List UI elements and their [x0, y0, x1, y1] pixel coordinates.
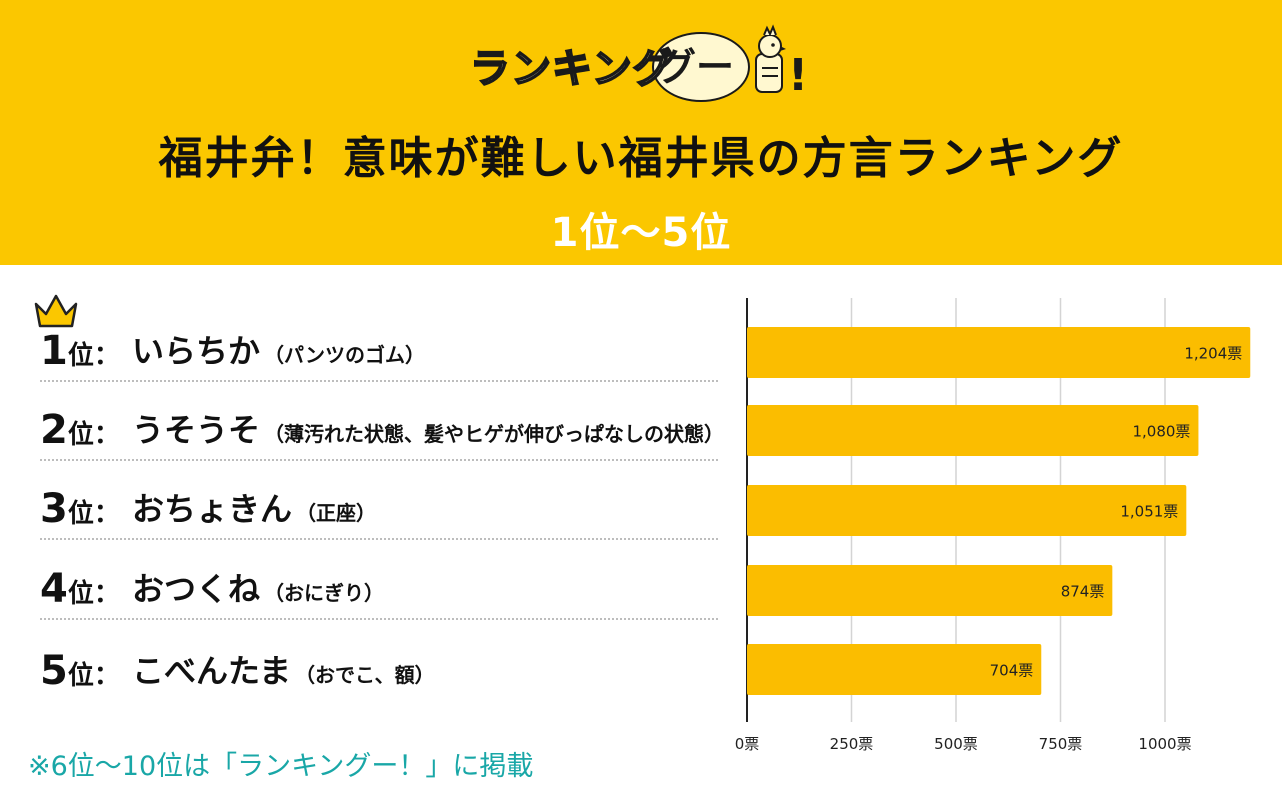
ranking-row-4: 4位： おつくね （おにぎり）	[40, 560, 718, 620]
logo-text: ランキング	[469, 45, 674, 93]
rank-number: 3	[40, 486, 68, 532]
logo-bang: !	[788, 50, 808, 101]
bar-3	[747, 485, 1187, 536]
bar-value-label: 874票	[1061, 583, 1105, 601]
bar-1	[747, 327, 1251, 378]
page-subtitle: 1位〜5位	[550, 210, 732, 256]
logo-speech-bubble	[652, 32, 750, 102]
dialect-term: おつくね	[132, 570, 261, 608]
ranking-row-5: 5位： こべんたま （おでこ、額）	[40, 640, 718, 700]
bar-value-label: 1,051票	[1120, 503, 1178, 521]
footer-note: ※6位〜10位は「ランキングー！」に掲載	[28, 751, 534, 782]
dialect-meaning: （おでこ、額）	[295, 663, 435, 687]
rank-number: 5	[40, 648, 68, 694]
x-tick-label: 750票	[1039, 735, 1083, 753]
bar-value-label: 1,080票	[1132, 423, 1190, 441]
dialect-word: こべんたま （おでこ、額）	[132, 646, 435, 692]
rank-label: 4位：	[40, 566, 120, 612]
dialect-term: こべんたま	[132, 652, 292, 690]
ranking-row-1: 1位： いらちか （パンツのゴム）	[40, 322, 718, 382]
rank-number: 1	[40, 328, 68, 374]
bar-value-label: 1,204票	[1184, 345, 1242, 363]
header-banner: ランキング グー ! 福井弁！意味が難しい福井県の方言ランキング 1位〜5位	[0, 0, 1282, 265]
dialect-meaning: （パンツのゴム）	[264, 343, 426, 367]
rank-label: 5位：	[40, 648, 120, 694]
x-tick-label: 500票	[934, 735, 978, 753]
rank-suffix: 位：	[67, 579, 120, 609]
x-tick-label: 0票	[735, 735, 760, 753]
ranking-row-3: 3位： おちょきん （正座）	[40, 480, 718, 540]
bar-4	[747, 565, 1113, 616]
page-title: 福井弁！意味が難しい福井県の方言ランキング	[158, 133, 1124, 184]
ranking-row-2: 2位： うそうそ （薄汚れた状態、髪やヒゲが伸びっぱなしの状態）	[40, 401, 724, 461]
bar-5	[747, 644, 1042, 695]
rank-suffix: 位：	[67, 499, 120, 529]
dialect-word: おつくね （おにぎり）	[132, 564, 384, 610]
dialect-word: うそうそ （薄汚れた状態、髪やヒゲが伸びっぱなしの状態）	[132, 405, 724, 451]
bar-value-label: 704票	[990, 662, 1034, 680]
rank-label: 1位：	[40, 328, 120, 374]
dialect-meaning: （おにぎり）	[264, 581, 385, 605]
dialect-term: おちょきん	[132, 490, 293, 528]
rank-suffix: 位：	[67, 661, 120, 691]
rank-suffix: 位：	[67, 341, 120, 371]
rank-label: 3位：	[40, 486, 120, 532]
dialect-word: おちょきん （正座）	[132, 484, 376, 530]
rank-suffix: 位：	[67, 420, 120, 450]
chicken-mascot-icon: !	[755, 24, 808, 101]
dialect-term: いらちか	[132, 332, 261, 370]
ranking-goo-logo: ランキング グー !	[469, 18, 815, 108]
x-tick-label: 1000票	[1138, 735, 1191, 753]
logo-bubble-text: グー	[658, 45, 735, 89]
rank-label: 2位：	[40, 407, 120, 453]
dialect-word: いらちか （パンツのゴム）	[132, 326, 425, 372]
dialect-meaning: （正座）	[296, 501, 377, 525]
crown-icon	[34, 294, 78, 328]
bar-2	[747, 405, 1199, 456]
dialect-term: うそうそ	[132, 411, 261, 449]
x-tick-label: 250票	[830, 735, 874, 753]
rank-number: 4	[40, 566, 68, 612]
rank-number: 2	[40, 407, 68, 453]
dialect-meaning: （薄汚れた状態、髪やヒゲが伸びっぱなしの状態）	[264, 422, 725, 446]
